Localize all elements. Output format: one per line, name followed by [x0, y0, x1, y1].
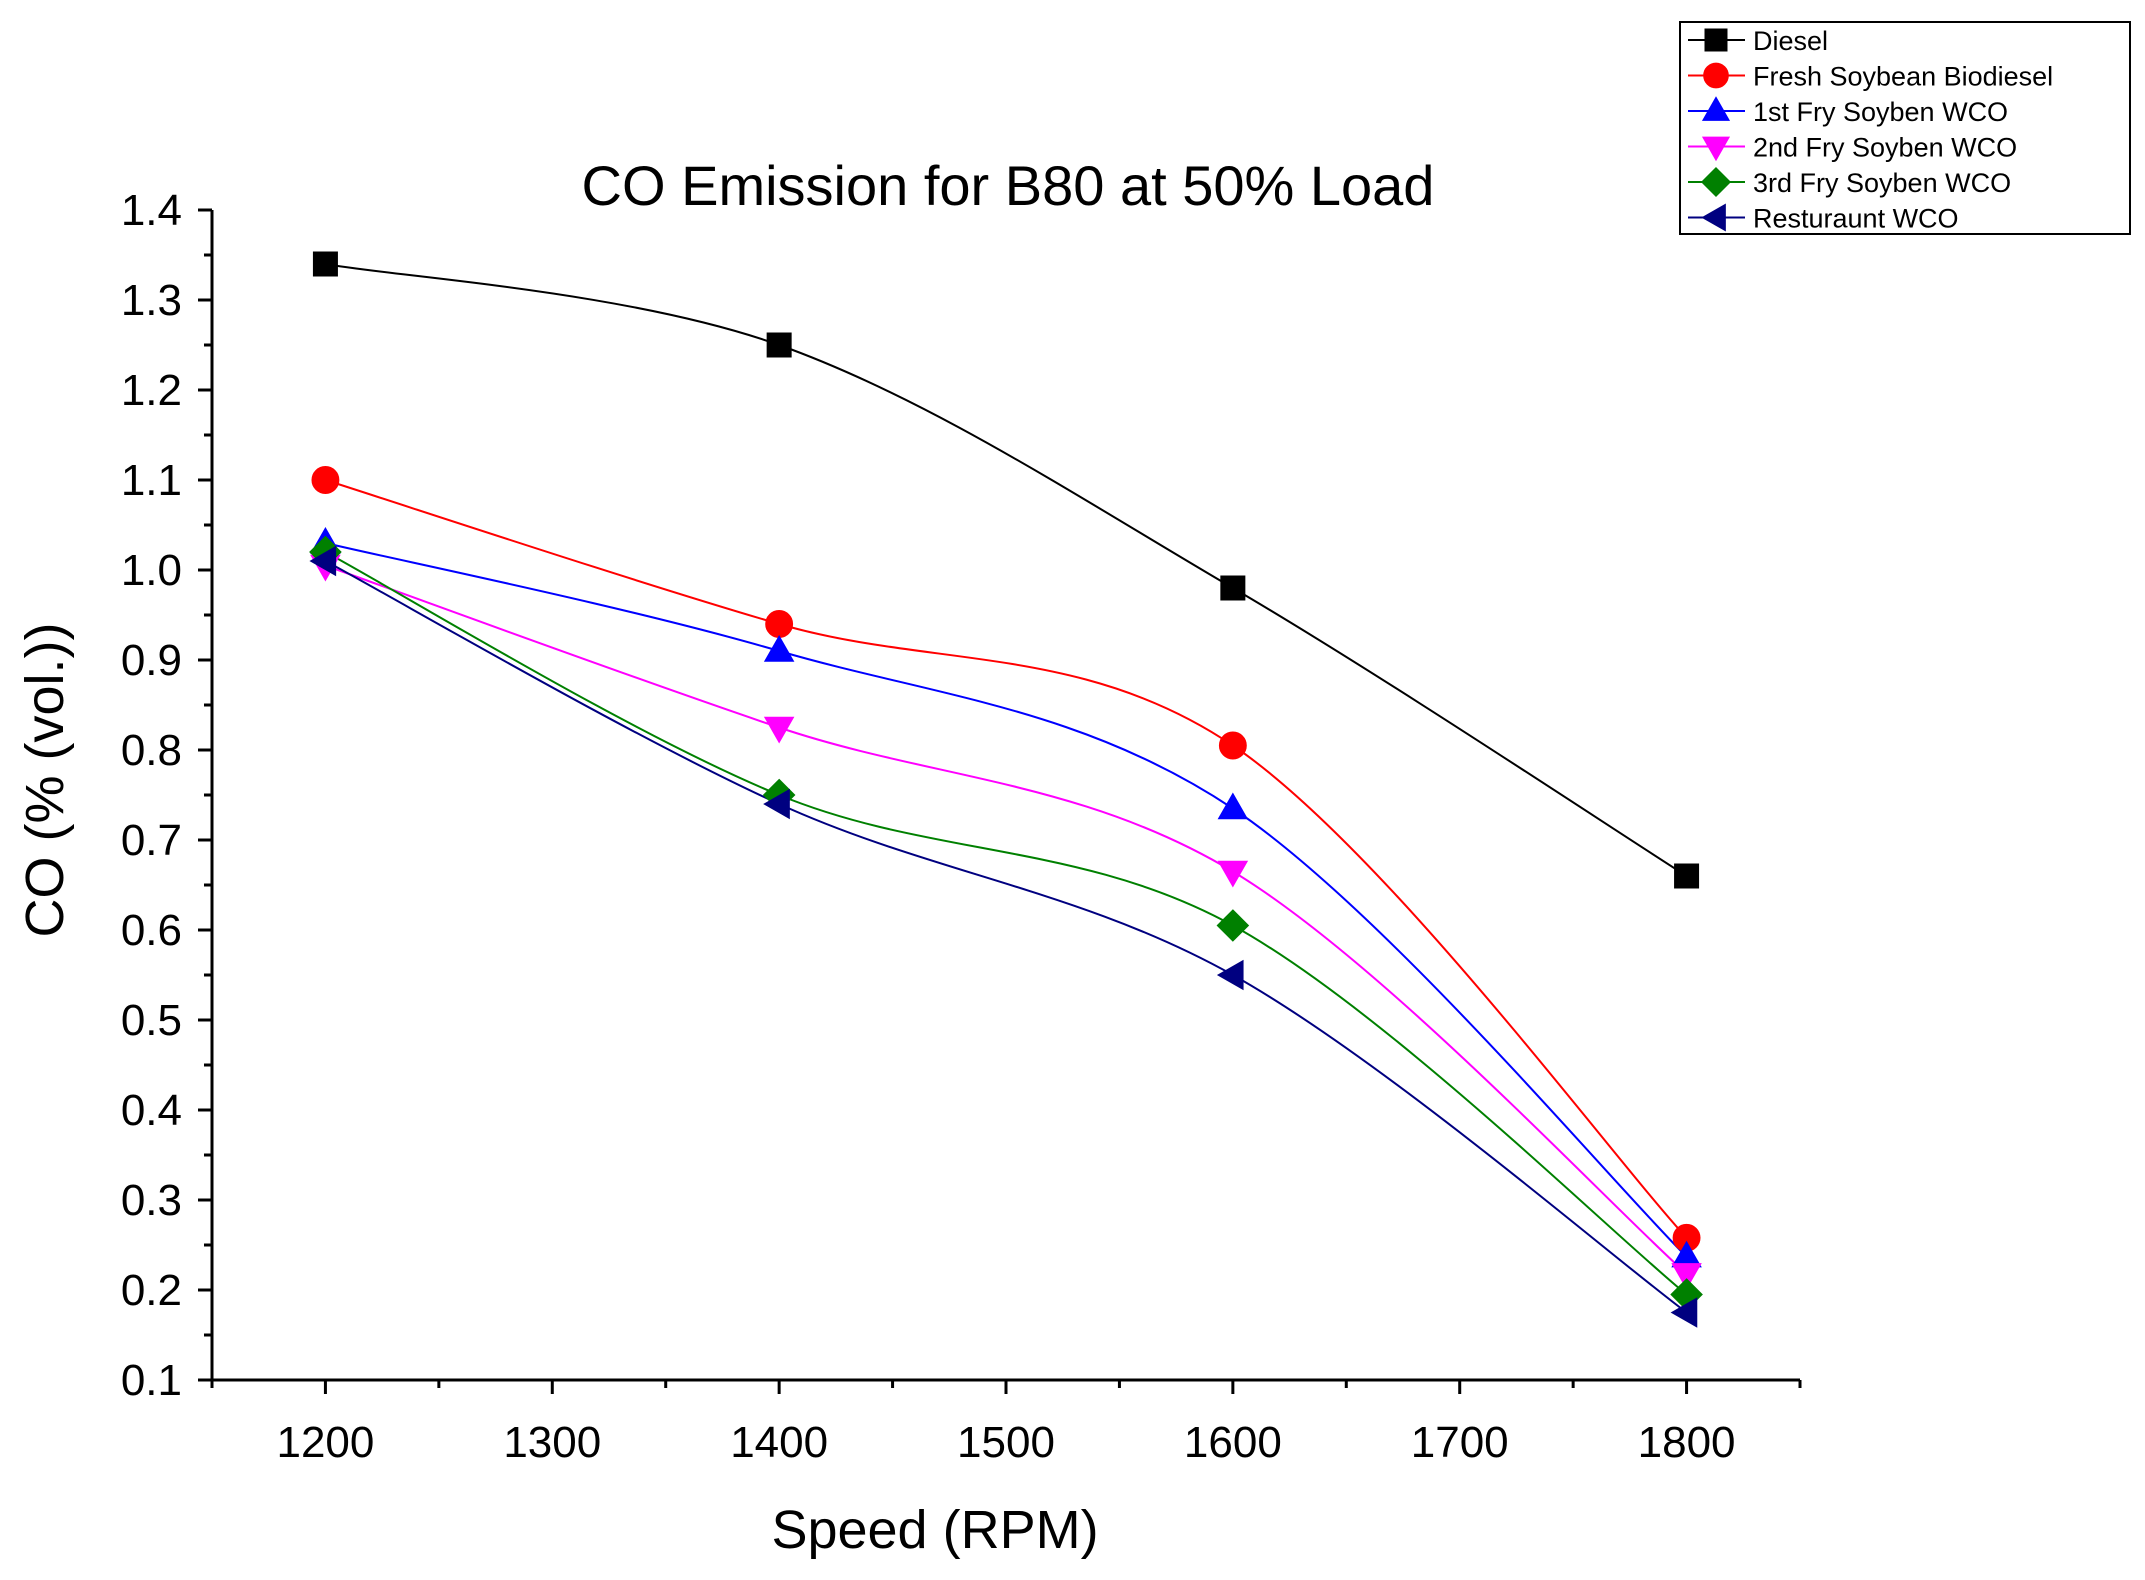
- data-point: [1220, 575, 1246, 601]
- y-tick-label: 0.8: [121, 726, 182, 775]
- series-line-2: [325, 542, 1688, 1258]
- series-lines: [324, 263, 1688, 1314]
- legend-label: 2nd Fry Soyben WCO: [1753, 133, 2017, 163]
- x-tick-label: 1200: [276, 1418, 374, 1467]
- data-point: [766, 332, 792, 358]
- x-tick-label: 1600: [1184, 1418, 1282, 1467]
- axes: 0.1 0.2 0.3 0.4 0.5 0.6 0.7 0.8 0.9 1.0 1.1 1.2 1.3 1…: [121, 186, 1802, 1467]
- x-tick-label: 1300: [503, 1418, 601, 1467]
- data-point: [312, 251, 338, 277]
- data-point: [1216, 959, 1244, 991]
- data-point: [1217, 860, 1249, 888]
- y-tick-label: 0.2: [121, 1266, 182, 1315]
- legend-box: [1679, 21, 2131, 235]
- y-tick-label: 0.7: [121, 816, 182, 865]
- y-tick-label: 1.2: [121, 366, 182, 415]
- data-point: [1216, 909, 1250, 942]
- y-tick-label: 1.0: [121, 546, 182, 595]
- legend: Diesel Fresh Soybean Biodiesel 1st Fry Soy…: [1679, 21, 2131, 235]
- y-tick-label: 0.6: [121, 906, 182, 955]
- data-point: [763, 788, 790, 820]
- y-tick-label: 0.1: [121, 1356, 182, 1405]
- legend-marker: [1701, 203, 1726, 232]
- y-tick-label: 0.9: [121, 636, 182, 685]
- series-line-3: [325, 564, 1688, 1275]
- data-point: [763, 634, 795, 662]
- legend-label: Diesel: [1753, 26, 1828, 56]
- x-tick-label: 1400: [730, 1418, 828, 1467]
- series-line-5: [324, 560, 1688, 1314]
- x-axis-title: Speed (RPM): [771, 1500, 1098, 1560]
- legend-marker: [1701, 136, 1731, 162]
- data-point: [1674, 863, 1700, 889]
- legend-marker: [1701, 96, 1731, 121]
- data-point: [765, 610, 794, 638]
- y-tick-label: 1.4: [121, 186, 182, 235]
- x-tick-label: 1700: [1411, 1418, 1509, 1467]
- data-point: [1671, 1263, 1702, 1290]
- x-tick-label: 1500: [957, 1418, 1055, 1467]
- y-tick-label: 1.3: [121, 276, 182, 325]
- series-markers: [309, 251, 1703, 1328]
- data-point: [1217, 792, 1249, 820]
- y-axis-title: CO (% (vol.)): [15, 623, 75, 938]
- series-line-0: [325, 263, 1688, 877]
- legend-label: 1st Fry Soyben WCO: [1753, 97, 2008, 127]
- legend-label: Fresh Soybean Biodiesel: [1753, 62, 2053, 92]
- data-point: [763, 716, 795, 744]
- series-line-4: [324, 551, 1688, 1296]
- y-tick-label: 1.1: [121, 456, 182, 505]
- legend-label: 3rd Fry Soyben WCO: [1753, 168, 2011, 198]
- legend-marker: [1703, 62, 1729, 89]
- data-point: [1670, 1297, 1698, 1328]
- x-tick-label: 1800: [1638, 1418, 1736, 1467]
- data-point: [309, 545, 337, 577]
- data-point: [1218, 731, 1247, 760]
- legend-label: Resturaunt WCO: [1753, 204, 1959, 234]
- legend-marker: [1704, 28, 1728, 52]
- series-line-1: [325, 479, 1688, 1239]
- y-tick-label: 0.4: [121, 1086, 182, 1135]
- legend-marker: [1700, 166, 1732, 198]
- y-tick-label: 0.3: [121, 1176, 182, 1225]
- chart-title: CO Emission for B80 at 50% Load: [582, 154, 1435, 217]
- y-tick-label: 0.5: [121, 996, 182, 1045]
- data-point: [311, 466, 340, 494]
